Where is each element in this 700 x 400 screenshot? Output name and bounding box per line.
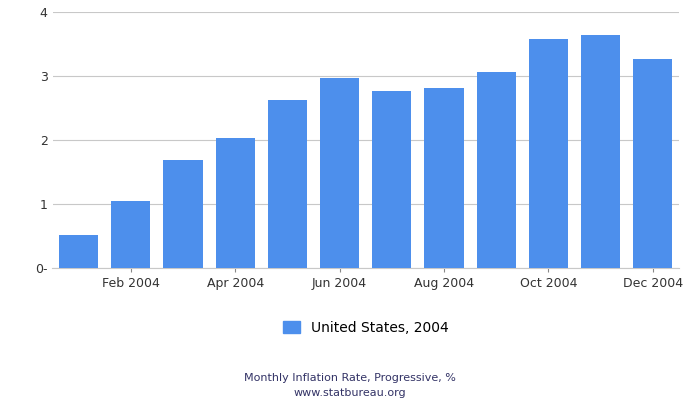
- Bar: [59, 235, 98, 268]
- Legend: United States, 2004: United States, 2004: [283, 321, 449, 335]
- Bar: [268, 100, 307, 268]
- Bar: [581, 35, 620, 268]
- Bar: [111, 201, 150, 268]
- Bar: [163, 160, 202, 268]
- Bar: [424, 88, 463, 268]
- Text: Monthly Inflation Rate, Progressive, %: Monthly Inflation Rate, Progressive, %: [244, 373, 456, 383]
- Bar: [477, 72, 516, 268]
- Bar: [216, 138, 255, 268]
- Bar: [634, 59, 673, 268]
- Bar: [372, 91, 412, 268]
- Bar: [320, 78, 359, 268]
- Bar: [529, 39, 568, 268]
- Text: www.statbureau.org: www.statbureau.org: [294, 388, 406, 398]
